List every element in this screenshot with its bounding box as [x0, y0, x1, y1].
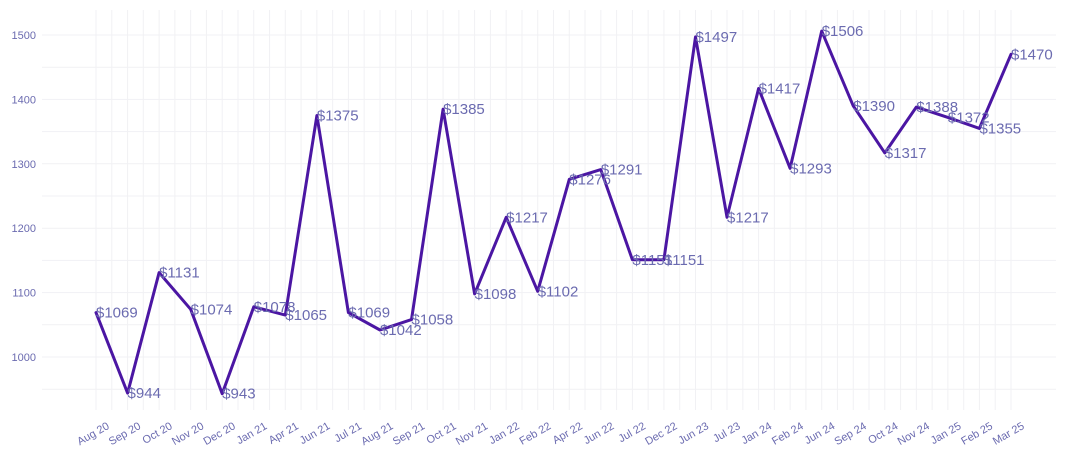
x-tick-label: Sep 24	[833, 420, 869, 448]
x-tick-label: Feb 22	[518, 420, 554, 448]
data-label: $1375	[317, 108, 359, 125]
data-label: $1042	[380, 322, 422, 339]
data-label: $1317	[885, 145, 927, 162]
x-tick-label: Jul 23	[711, 420, 742, 445]
x-tick-label: Nov 20	[170, 420, 206, 448]
data-label: $944	[128, 385, 161, 402]
data-label: $1506	[822, 23, 864, 40]
data-label: $1151	[632, 252, 673, 269]
data-label: $1388	[916, 99, 958, 116]
x-tick-label: Nov 24	[896, 420, 932, 448]
x-tick-label: Dec 20	[202, 420, 238, 448]
y-tick-label: 1300	[12, 159, 36, 171]
data-label: $1470	[1011, 46, 1053, 63]
x-tick-label: Jun 23	[676, 420, 711, 447]
grid-layer	[42, 10, 1056, 410]
data-label: $1355	[979, 120, 1021, 137]
x-tick-label: Apr 22	[551, 420, 585, 447]
data-label: $1151	[664, 252, 705, 269]
x-tick-label: Jan 25	[929, 420, 964, 447]
data-label: $1293	[790, 160, 832, 177]
x-tick-label: Oct 24	[866, 420, 900, 447]
data-label: $1069	[96, 305, 138, 322]
data-label: $1078	[254, 299, 296, 316]
x-tick-label: Jul 22	[616, 420, 647, 445]
data-label: $1102	[538, 283, 579, 300]
series-layer	[94, 29, 1013, 396]
data-label: $1291	[601, 162, 643, 179]
x-tick-label: Sep 21	[391, 420, 427, 448]
x-tick-label: Jan 21	[235, 420, 270, 447]
y-tick-label: 1200	[12, 223, 36, 235]
x-tick-label: Aug 20	[75, 420, 111, 448]
x-tick-label: Nov 21	[454, 420, 490, 448]
x-tick-label: Feb 24	[770, 420, 806, 448]
data-labels: $1069 $944 $1131 $1074 $943 $1078$1065 $1375 $1…	[96, 23, 1053, 403]
data-label: $1069	[348, 305, 390, 322]
y-tick-label: 1400	[12, 94, 36, 106]
x-tick-label: Jun 22	[582, 420, 617, 447]
x-tick-label: Jan 24	[739, 420, 774, 447]
data-label: $1372	[948, 109, 990, 126]
x-tick-label: Jan 22	[487, 420, 522, 447]
data-label: $1497	[695, 29, 737, 46]
y-tick-label: 1000	[12, 352, 36, 364]
y-tick-label: 1100	[12, 288, 36, 300]
x-tick-label: Feb 25	[959, 420, 995, 448]
data-label: $1065	[285, 307, 327, 324]
data-label: $1058	[412, 312, 454, 329]
x-tick-label: Jun 21	[298, 420, 333, 447]
data-label: $943	[222, 386, 255, 403]
x-tick-label: Jun 24	[803, 420, 838, 447]
x-tick-label: Dec 22	[643, 420, 679, 448]
data-label: $1217	[727, 209, 769, 226]
data-label: $1417	[759, 80, 801, 97]
y-tick-label: 1500	[12, 30, 36, 42]
x-tick-label: Jul 21	[332, 420, 363, 445]
x-tick-label: Mar 25	[991, 420, 1027, 448]
x-tick-label: Oct 21	[425, 420, 459, 447]
x-tick-label: Aug 21	[359, 420, 395, 448]
data-label: $1074	[191, 301, 233, 318]
y-axis: 1000 1100 1200 1300 1400 1500	[12, 30, 36, 364]
data-label: $1131	[159, 265, 200, 282]
data-label: $1276	[569, 171, 611, 188]
data-label: $1217	[506, 209, 548, 226]
x-tick-label: Apr 21	[267, 420, 301, 447]
x-tick-label: Oct 20	[141, 420, 175, 447]
data-label: $1385	[443, 101, 485, 118]
data-label: $1390	[853, 98, 895, 115]
series-line	[94, 29, 1013, 396]
data-label: $1098	[475, 286, 517, 303]
x-tick-label: Sep 20	[107, 420, 143, 448]
